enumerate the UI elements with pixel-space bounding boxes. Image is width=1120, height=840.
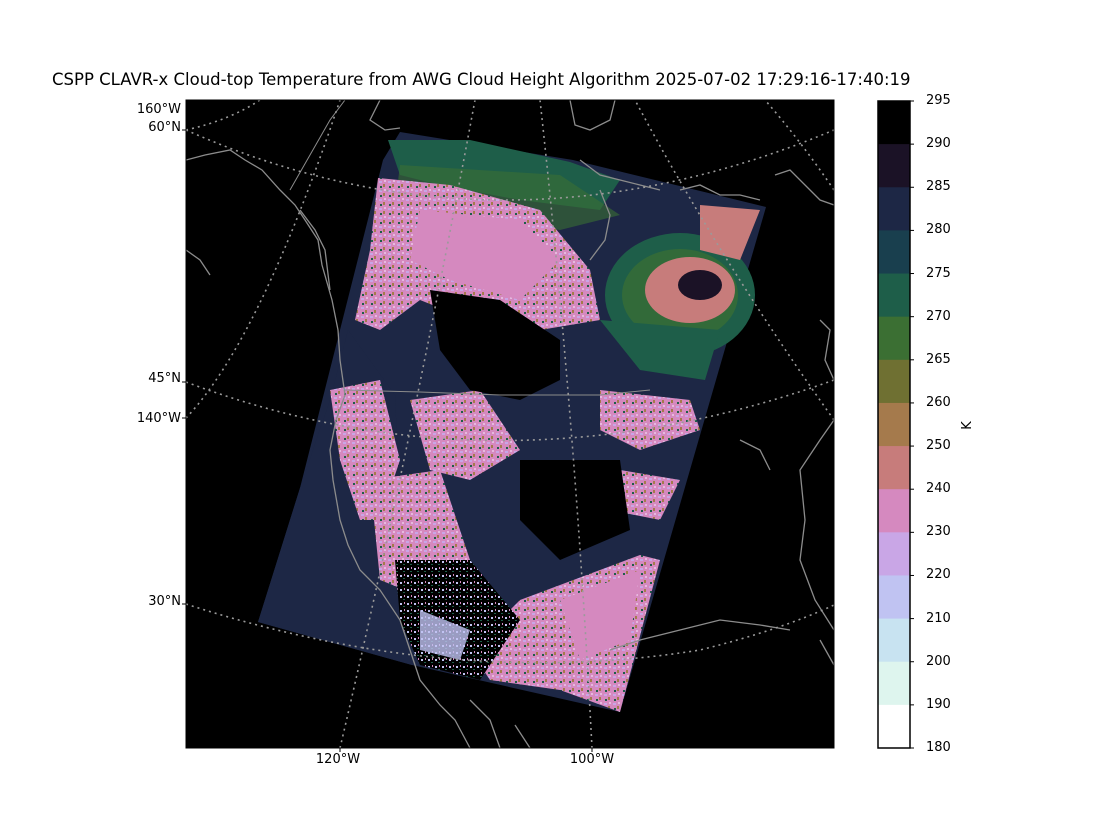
colorbar-tick-label: 200 [926,653,951,669]
colorbar-segment [878,144,910,188]
colorbar-tick-label: 230 [926,524,951,540]
lon-label-160w: 160°W [136,102,181,117]
colorbar-segment [878,273,910,318]
lat-label-30n: 30°N [148,594,181,609]
map-frame [185,99,835,749]
lon-label-140w: 140°W [136,411,181,426]
colorbar [877,100,914,749]
colorbar-segment [878,316,910,361]
colorbar-tick-label: 240 [926,481,951,497]
colorbar-tick-label: 190 [926,696,951,712]
colorbar-segment [878,489,910,533]
colorbar-tick-label: 285 [926,179,951,195]
colorbar-segment [878,187,910,231]
colorbar-tick-label: 270 [926,308,951,324]
colorbar-segment [878,532,910,576]
colorbar-tick-label: 210 [926,610,951,626]
lon-label-100w: 100°W [569,752,615,767]
colorbar-segment [878,359,910,404]
colorbar-segment [878,446,910,490]
colorbar-segment [878,704,910,749]
colorbar-segment [878,618,910,663]
lat-label-60n: 60°N [148,120,181,135]
colorbar-segment [878,402,910,447]
map-title: CSPP CLAVR-x Cloud-top Temperature from … [52,70,911,89]
graticule [186,100,834,748]
colorbar-segment [878,575,910,620]
lat-label-45n: 45°N [148,371,181,386]
state-borders [289,100,651,396]
colorbar-tick-label: 180 [926,740,951,755]
colorbar-tick-label: 250 [926,438,951,454]
colorbar-segment [878,661,910,706]
coastlines [186,100,834,748]
colorbar-frame [877,100,911,749]
colorbar-tick-label: 290 [926,136,951,152]
colorbar-tick-label: 265 [926,351,951,367]
colorbar-tick-label: 275 [926,265,951,281]
colorbar-segment [878,230,910,275]
lon-label-120w: 120°W [315,752,361,767]
colorbar-segment [878,101,910,145]
colorbar-tick-label: 260 [926,394,951,410]
satellite-swath [258,132,766,712]
colorbar-tick-label: 295 [926,93,951,108]
colorbar-tick-label: 220 [926,567,951,583]
colorbar-tick-label: 280 [926,222,951,238]
colorbar-unit: K [959,421,975,430]
